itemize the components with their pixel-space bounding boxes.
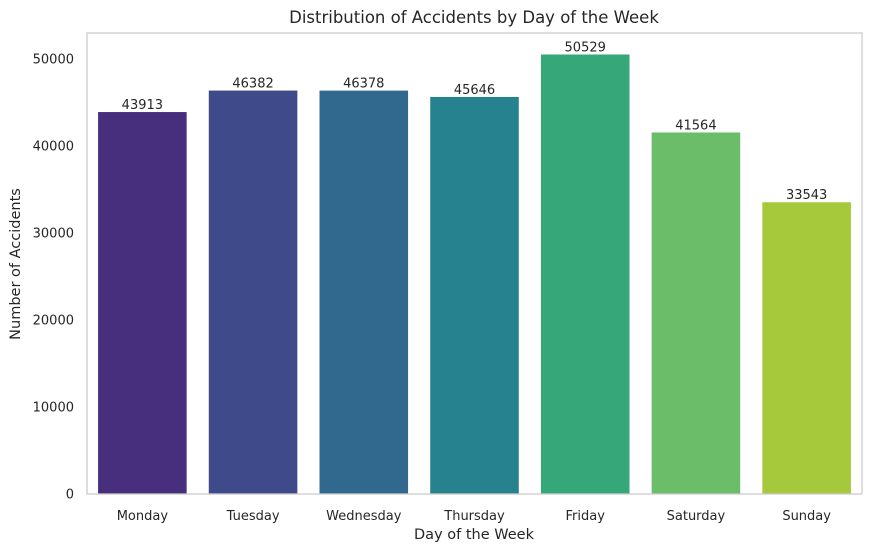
x-tick-label: Monday [117,509,169,524]
y-tick-label: 0 [66,488,74,503]
bar-monday [98,112,187,494]
x-tick-label: Friday [566,509,606,524]
bar-wednesday [319,90,409,494]
y-tick-label: 50000 [33,53,74,68]
x-tick-label: Wednesday [326,509,402,524]
y-tick-label: 10000 [33,401,74,416]
bar-friday [540,54,630,494]
x-axis-label: Day of the Week [414,527,535,543]
bar-value-label: 33543 [786,188,827,203]
y-tick-label: 30000 [33,227,74,242]
bar-labels-layer: 43913 46382 46378 45646 50529 41564 33543 [122,40,828,203]
y-tick-label: 40000 [33,140,74,155]
bar-value-label: 50529 [565,40,606,55]
bar-saturday [651,132,741,494]
chart-title: Distribution of Accidents by Day of the … [289,8,659,27]
plot-frame [86,32,863,495]
x-tick-label: Tuesday [226,509,280,524]
bars-layer [98,54,851,494]
x-tick-label: Sunday [782,509,831,524]
bar-sunday [762,202,851,494]
bar-value-label: 43913 [122,98,163,113]
bar-value-label: 45646 [454,83,495,98]
bar-tuesday [208,90,298,494]
x-tick-label: Thursday [443,509,505,524]
y-tick-label: 20000 [33,314,74,329]
bar-value-label: 41564 [675,118,716,133]
bar-value-label: 46382 [232,77,273,92]
x-axis-ticks: Monday Tuesday Wednesday Thursday Friday Satu… [117,509,832,524]
y-axis-ticks: 0 10000 20000 30000 40000 50000 [33,53,74,503]
bar-value-label: 46378 [343,77,384,92]
bar-thursday [430,96,519,494]
x-tick-label: Saturday [667,509,726,524]
y-axis-label: Number of Accidents [8,188,24,340]
